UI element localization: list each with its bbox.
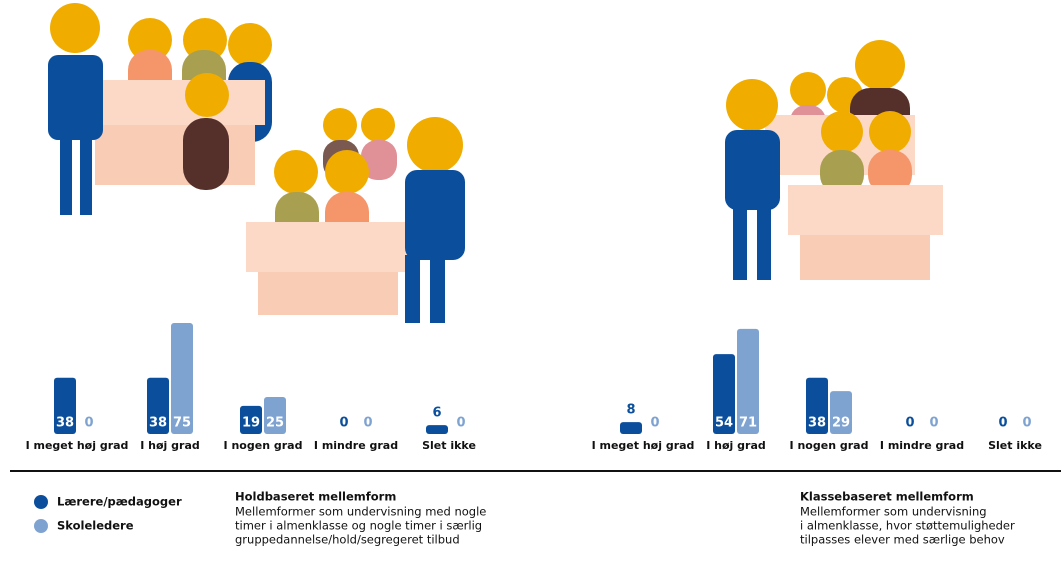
legend-marker bbox=[34, 519, 48, 533]
value-label: 0 bbox=[1022, 416, 1031, 431]
category-label: I mindre grad bbox=[314, 439, 398, 452]
legend-marker bbox=[34, 495, 48, 509]
category-label: Slet ikke bbox=[988, 439, 1042, 452]
category-label: I nogen grad bbox=[224, 439, 303, 452]
value-label: 38 bbox=[56, 416, 74, 431]
value-label: 38 bbox=[149, 416, 167, 431]
value-label: 19 bbox=[242, 416, 260, 431]
value-label: 0 bbox=[339, 416, 348, 431]
value-label: 0 bbox=[929, 416, 938, 431]
value-label: 0 bbox=[905, 416, 914, 431]
infographic: 383819060752500I meget høj gradI høj gra… bbox=[0, 0, 1061, 561]
chart-description: i almenklasse, hvor støttemuligheder bbox=[800, 519, 1015, 533]
category-label: I meget høj grad bbox=[26, 439, 129, 452]
bar bbox=[620, 422, 642, 434]
chart-description: Mellemformer som undervisning med nogle bbox=[235, 505, 486, 519]
value-label: 25 bbox=[266, 416, 284, 431]
value-label: 0 bbox=[650, 416, 659, 431]
value-label: 0 bbox=[363, 416, 372, 431]
chart-description: tilpasses elever med særlige behov bbox=[800, 533, 1005, 547]
category-label: I mindre grad bbox=[880, 439, 964, 452]
category-label: I høj grad bbox=[140, 439, 200, 452]
value-label: 6 bbox=[432, 406, 441, 421]
value-label: 75 bbox=[173, 416, 191, 431]
bar bbox=[426, 425, 448, 434]
chart-description: Mellemformer som undervisning bbox=[800, 505, 987, 519]
chart-title: Holdbaseret mellemform bbox=[235, 490, 396, 504]
value-label: 54 bbox=[715, 416, 733, 431]
value-label: 0 bbox=[998, 416, 1007, 431]
chart-description: gruppedannelse/hold/segregeret tilbud bbox=[235, 533, 460, 547]
legend-label: Lærere/pædagoger bbox=[57, 495, 182, 509]
category-label: I meget høj grad bbox=[592, 439, 695, 452]
illustration bbox=[48, 3, 943, 323]
category-label: I høj grad bbox=[706, 439, 766, 452]
chart-description: timer i almenklasse og nogle timer i sær… bbox=[235, 519, 482, 533]
chart-title: Klassebaseret mellemform bbox=[800, 490, 974, 504]
value-label: 0 bbox=[84, 416, 93, 431]
value-label: 71 bbox=[739, 416, 757, 431]
value-label: 8 bbox=[626, 403, 635, 418]
category-label: Slet ikke bbox=[422, 439, 476, 452]
value-label: 38 bbox=[808, 416, 826, 431]
value-label: 29 bbox=[832, 416, 850, 431]
value-label: 0 bbox=[456, 416, 465, 431]
legend-label: Skoleledere bbox=[57, 519, 134, 533]
category-label: I nogen grad bbox=[790, 439, 869, 452]
